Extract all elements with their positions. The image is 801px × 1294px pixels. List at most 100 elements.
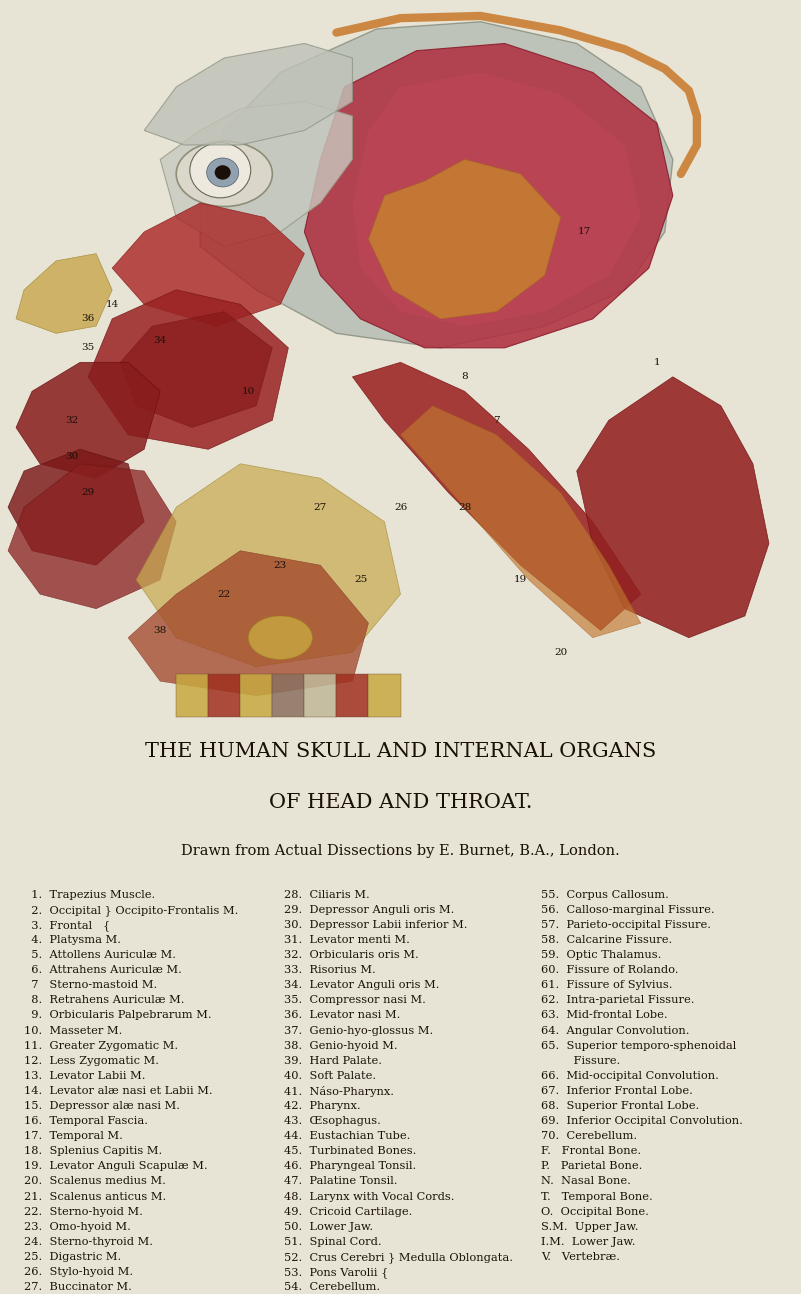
Text: 61.  Fissure of Sylvius.: 61. Fissure of Sylvius. xyxy=(541,981,672,990)
Polygon shape xyxy=(88,290,288,449)
Text: 18.  Splenius Capitis M.: 18. Splenius Capitis M. xyxy=(24,1146,163,1157)
Text: 4.  Platysma M.: 4. Platysma M. xyxy=(24,936,121,945)
Text: 33.  Risorius M.: 33. Risorius M. xyxy=(284,965,376,976)
Circle shape xyxy=(215,166,231,180)
Text: I.M.  Lower Jaw.: I.M. Lower Jaw. xyxy=(541,1237,635,1247)
Text: 68.  Superior Frontal Lobe.: 68. Superior Frontal Lobe. xyxy=(541,1101,699,1112)
Text: 21.  Scalenus anticus M.: 21. Scalenus anticus M. xyxy=(24,1192,167,1202)
Text: 54.  Cerebellum.: 54. Cerebellum. xyxy=(284,1282,380,1291)
Polygon shape xyxy=(200,22,673,348)
Polygon shape xyxy=(400,406,641,638)
Text: 15.  Depressor alæ nasi M.: 15. Depressor alæ nasi M. xyxy=(24,1101,180,1112)
Polygon shape xyxy=(160,101,352,246)
Polygon shape xyxy=(304,44,673,348)
Text: S.M.  Upper Jaw.: S.M. Upper Jaw. xyxy=(541,1222,638,1232)
Polygon shape xyxy=(352,72,641,326)
Text: 46.  Pharyngeal Tonsil.: 46. Pharyngeal Tonsil. xyxy=(284,1161,417,1171)
Text: O.  Occipital Bone.: O. Occipital Bone. xyxy=(541,1206,649,1216)
Text: 17: 17 xyxy=(578,228,591,237)
Text: THE HUMAN SKULL AND INTERNAL ORGANS: THE HUMAN SKULL AND INTERNAL ORGANS xyxy=(145,741,656,761)
Text: 44.  Eustachian Tube.: 44. Eustachian Tube. xyxy=(284,1131,411,1141)
Text: 29.  Depressor Anguli oris M.: 29. Depressor Anguli oris M. xyxy=(284,905,455,915)
Text: 22: 22 xyxy=(218,590,231,599)
Text: N.  Nasal Bone.: N. Nasal Bone. xyxy=(541,1176,630,1187)
Text: 64.  Angular Convolution.: 64. Angular Convolution. xyxy=(541,1026,689,1035)
Text: 27: 27 xyxy=(314,503,327,511)
Text: 41.  Náso-Pharynx.: 41. Náso-Pharynx. xyxy=(284,1086,394,1097)
Polygon shape xyxy=(112,203,304,326)
Polygon shape xyxy=(136,463,400,666)
Text: 47.  Palatine Tonsil.: 47. Palatine Tonsil. xyxy=(284,1176,398,1187)
Text: 55.  Corpus Callosum.: 55. Corpus Callosum. xyxy=(541,890,669,899)
Text: P.   Parietal Bone.: P. Parietal Bone. xyxy=(541,1161,642,1171)
Text: 19: 19 xyxy=(514,576,527,584)
Text: 42.  Pharynx.: 42. Pharynx. xyxy=(284,1101,361,1112)
Circle shape xyxy=(190,142,251,198)
Text: 17.  Temporal M.: 17. Temporal M. xyxy=(24,1131,123,1141)
Text: 12.  Less Zygomatic M.: 12. Less Zygomatic M. xyxy=(24,1056,159,1066)
Text: 43.  Œsophagus.: 43. Œsophagus. xyxy=(284,1115,381,1126)
Text: 26: 26 xyxy=(394,503,407,511)
Text: 66.  Mid-occipital Convolution.: 66. Mid-occipital Convolution. xyxy=(541,1071,718,1080)
Text: 36.  Levator nasi M.: 36. Levator nasi M. xyxy=(284,1011,400,1021)
Bar xyxy=(176,674,208,717)
Text: 58.  Calcarine Fissure.: 58. Calcarine Fissure. xyxy=(541,936,672,945)
Text: 23.  Omo-hyoid M.: 23. Omo-hyoid M. xyxy=(24,1222,131,1232)
Text: 30: 30 xyxy=(66,452,78,461)
Text: 24.  Sterno-thyroid M.: 24. Sterno-thyroid M. xyxy=(24,1237,153,1247)
Ellipse shape xyxy=(176,141,272,207)
Text: 1: 1 xyxy=(654,358,660,366)
Text: 3.  Frontal   {: 3. Frontal { xyxy=(24,920,111,930)
Text: 62.  Intra-parietal Fissure.: 62. Intra-parietal Fissure. xyxy=(541,995,694,1005)
Text: T.   Temporal Bone.: T. Temporal Bone. xyxy=(541,1192,653,1202)
Polygon shape xyxy=(8,449,144,565)
Polygon shape xyxy=(120,312,272,427)
Text: 31.  Levator menti M.: 31. Levator menti M. xyxy=(284,936,410,945)
Text: 60.  Fissure of Rolando.: 60. Fissure of Rolando. xyxy=(541,965,678,976)
Text: 5.  Attollens Auriculæ M.: 5. Attollens Auriculæ M. xyxy=(24,950,176,960)
Bar xyxy=(272,674,304,717)
Polygon shape xyxy=(144,44,352,145)
Text: 7   Sterno-mastoid M.: 7 Sterno-mastoid M. xyxy=(24,981,157,990)
Text: 19.  Levator Anguli Scapulæ M.: 19. Levator Anguli Scapulæ M. xyxy=(24,1161,207,1171)
Text: 59.  Optic Thalamus.: 59. Optic Thalamus. xyxy=(541,950,661,960)
Text: 67.  Inferior Frontal Lobe.: 67. Inferior Frontal Lobe. xyxy=(541,1086,693,1096)
Text: 20.  Scalenus medius M.: 20. Scalenus medius M. xyxy=(24,1176,166,1187)
Text: 34.  Levator Anguli oris M.: 34. Levator Anguli oris M. xyxy=(284,981,440,990)
Text: 32.  Orbicularis oris M.: 32. Orbicularis oris M. xyxy=(284,950,419,960)
Text: V.   Vertebræ.: V. Vertebræ. xyxy=(541,1251,620,1262)
Bar xyxy=(240,674,272,717)
Text: 53.  Pons Varolii {: 53. Pons Varolii { xyxy=(284,1267,388,1277)
Text: 2.  Occipital } Occipito-Frontalis M.: 2. Occipital } Occipito-Frontalis M. xyxy=(24,905,239,916)
Text: 65.  Superior temporo-sphenoidal: 65. Superior temporo-sphenoidal xyxy=(541,1040,736,1051)
Text: 70.  Cerebellum.: 70. Cerebellum. xyxy=(541,1131,637,1141)
Text: 48.  Larynx with Vocal Cords.: 48. Larynx with Vocal Cords. xyxy=(284,1192,455,1202)
Bar xyxy=(336,674,368,717)
Text: 6.  Attrahens Auriculæ M.: 6. Attrahens Auriculæ M. xyxy=(24,965,182,976)
Text: 14.  Levator alæ nasi et Labii M.: 14. Levator alæ nasi et Labii M. xyxy=(24,1086,212,1096)
FancyBboxPatch shape xyxy=(0,0,801,725)
Polygon shape xyxy=(577,377,769,638)
Text: 51.  Spinal Cord.: 51. Spinal Cord. xyxy=(284,1237,382,1247)
Text: 22.  Sterno-hyoid M.: 22. Sterno-hyoid M. xyxy=(24,1206,143,1216)
Text: 20: 20 xyxy=(554,648,567,656)
Bar xyxy=(208,674,240,717)
Text: 26.  Stylo-hyoid M.: 26. Stylo-hyoid M. xyxy=(24,1267,133,1277)
Text: 39.  Hard Palate.: 39. Hard Palate. xyxy=(284,1056,382,1066)
Polygon shape xyxy=(8,463,176,608)
Text: 11.  Greater Zygomatic M.: 11. Greater Zygomatic M. xyxy=(24,1040,178,1051)
Text: 30.  Depressor Labii inferior M.: 30. Depressor Labii inferior M. xyxy=(284,920,468,930)
Ellipse shape xyxy=(248,616,312,660)
Polygon shape xyxy=(352,362,641,630)
Text: 32: 32 xyxy=(66,415,78,424)
Text: Fissure.: Fissure. xyxy=(541,1056,620,1066)
Text: Drawn from Actual Dissections by E. Burnet, B.A., London.: Drawn from Actual Dissections by E. Burn… xyxy=(181,844,620,858)
Text: OF HEAD AND THROAT.: OF HEAD AND THROAT. xyxy=(269,793,532,811)
Text: 34: 34 xyxy=(154,336,167,345)
Text: 56.  Calloso-marginal Fissure.: 56. Calloso-marginal Fissure. xyxy=(541,905,714,915)
Text: 8.  Retrahens Auriculæ M.: 8. Retrahens Auriculæ M. xyxy=(24,995,184,1005)
Polygon shape xyxy=(368,159,561,318)
Polygon shape xyxy=(16,362,160,479)
Text: 57.  Parieto-occipital Fissure.: 57. Parieto-occipital Fissure. xyxy=(541,920,710,930)
Bar xyxy=(368,674,400,717)
